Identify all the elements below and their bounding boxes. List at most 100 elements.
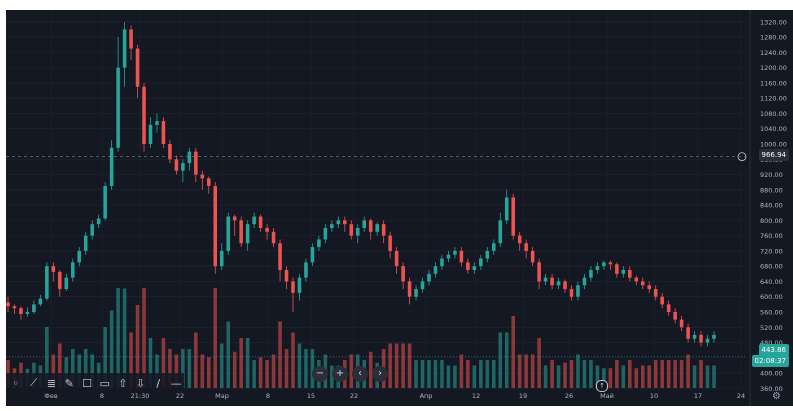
price-axis-label: 920.00 <box>760 171 783 179</box>
volume-bar <box>640 365 645 388</box>
fib-icon[interactable]: ≣ <box>46 376 57 390</box>
candle-body <box>25 312 30 314</box>
volume-bar <box>517 354 522 388</box>
volume-bar <box>330 365 334 388</box>
volume-bar <box>129 332 133 388</box>
volume-bar <box>563 362 567 388</box>
volume-bar <box>297 343 302 388</box>
volume-bar <box>466 360 470 388</box>
zoom-out-button[interactable]: − <box>312 366 328 382</box>
volume-bar <box>582 360 587 388</box>
candle-body <box>252 216 256 225</box>
candle-body <box>563 281 567 290</box>
candle-body <box>200 174 205 179</box>
volume-bar <box>58 343 62 388</box>
candle-body <box>407 281 412 297</box>
candle-body <box>317 239 321 248</box>
volume-bar <box>207 357 211 388</box>
rectangle-icon[interactable]: ▭ <box>99 376 111 390</box>
volume-bar <box>232 351 237 388</box>
volume-bar <box>472 365 477 388</box>
candle-body <box>517 235 522 244</box>
candle-body <box>362 220 367 228</box>
volume-bar <box>511 316 515 388</box>
price-axis-label: 560.00 <box>760 309 783 317</box>
volume-bar <box>660 360 664 388</box>
candle-body <box>194 151 198 175</box>
volume-bar <box>116 288 120 388</box>
volume-bar <box>699 360 703 388</box>
volume-bar <box>148 338 153 388</box>
volume-bar <box>666 360 671 388</box>
candle-body <box>323 228 328 240</box>
dividend-marker-icon[interactable]: ↑ <box>596 380 608 392</box>
pencil-icon[interactable]: / <box>156 376 161 390</box>
volume-bar <box>576 354 580 388</box>
brush-icon[interactable]: ✎ <box>64 376 74 390</box>
chart-panel[interactable]: 1320.00 1280.00 1240.00 1200.00 1160.00 1120.… <box>6 10 793 406</box>
volume-bar <box>504 332 509 388</box>
candle-body <box>420 281 425 290</box>
zoom-in-button[interactable]: + <box>332 366 348 382</box>
volume-bar <box>686 354 690 388</box>
candle-body <box>58 271 62 290</box>
candle-body <box>537 262 541 282</box>
candle-body <box>19 308 23 314</box>
candle-body <box>692 334 697 339</box>
volume-bar <box>556 365 561 388</box>
volume-bar <box>155 354 159 388</box>
volume-bar <box>414 360 418 388</box>
candle-body <box>6 302 10 307</box>
price-axis-label: 1240.00 <box>760 49 787 57</box>
volume-bar <box>252 360 256 388</box>
scroll-right-button[interactable]: › <box>372 366 388 382</box>
time-axis-label: 15 <box>307 392 315 400</box>
candle-body <box>498 220 503 244</box>
time-axis-label: Фев <box>44 392 58 400</box>
trendline-icon[interactable]: ⟋ <box>29 376 38 389</box>
candle-body <box>485 250 490 259</box>
candle-body <box>96 218 101 225</box>
volume-bar <box>83 349 88 388</box>
price-axis-label: 600.00 <box>760 293 783 301</box>
volume-bar <box>433 360 438 388</box>
volume-bar <box>446 365 451 388</box>
time-axis-label: 19 <box>519 392 527 400</box>
volume-bar <box>679 360 684 388</box>
volume-bar <box>634 368 639 388</box>
pointer-icon[interactable]: ◦ <box>12 376 20 390</box>
time-axis-label: Мар <box>215 392 229 400</box>
volume-bar <box>181 349 185 388</box>
candle-body <box>543 277 548 282</box>
price-axis-label: 720.00 <box>760 247 783 255</box>
candle-body <box>310 247 315 263</box>
candle-body <box>51 266 56 272</box>
candle-body <box>12 306 17 309</box>
candle-body <box>232 216 237 221</box>
volume-bar <box>278 321 282 388</box>
candle-body <box>148 124 153 144</box>
price-axis-label: 680.00 <box>760 263 783 271</box>
candle-body <box>414 289 418 297</box>
candle-body <box>129 29 133 49</box>
horizontal-line-icon[interactable]: — <box>170 376 182 390</box>
comment-icon[interactable]: ☐ <box>82 376 93 390</box>
arrow-down-icon[interactable]: ⇩ <box>135 376 146 390</box>
price-axis-label: 1280.00 <box>760 34 787 42</box>
candle-body <box>446 254 451 259</box>
time-axis-label: 24 <box>737 392 745 400</box>
volume-bar <box>245 338 250 388</box>
candle-body <box>207 178 211 186</box>
candlestick-chart[interactable]: 1320.00 1280.00 1240.00 1200.00 1160.00 1120.… <box>6 10 793 406</box>
volume-bar <box>135 305 140 388</box>
candle-body <box>660 296 664 305</box>
arrow-up-icon[interactable]: ⇧ <box>118 376 128 390</box>
candle-body <box>70 262 75 278</box>
volume-bar <box>349 354 354 388</box>
candle-body <box>440 258 444 267</box>
candle-body <box>569 289 574 297</box>
candle-body <box>349 224 354 236</box>
scroll-left-button[interactable]: ‹ <box>352 366 368 382</box>
gear-icon[interactable]: ⚙ <box>772 391 781 402</box>
time-axis-label: 22 <box>176 392 184 400</box>
